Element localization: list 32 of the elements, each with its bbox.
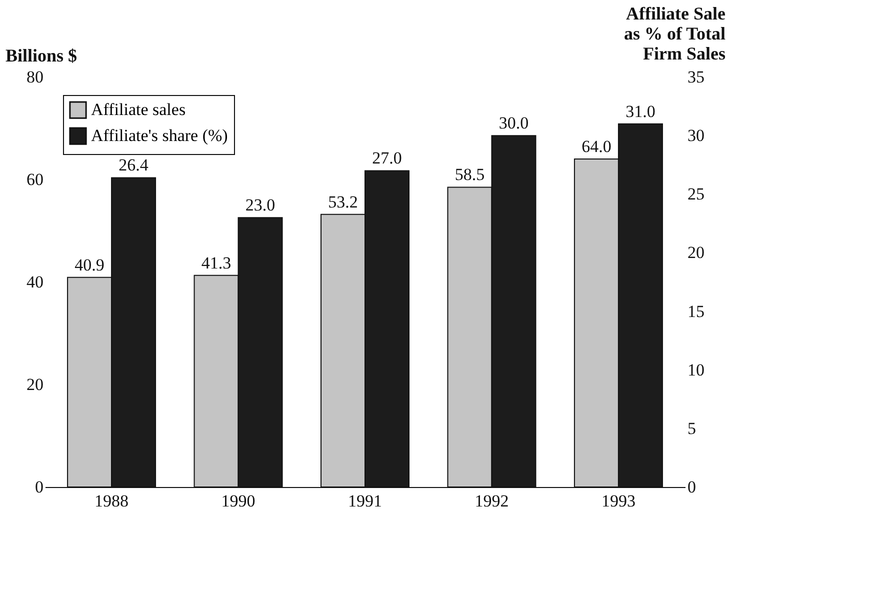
data-label: 41.3: [201, 253, 232, 272]
data-label: 31.0: [626, 102, 656, 121]
x-tick-label: 1993: [601, 492, 636, 510]
y2-tick-label: 15: [688, 302, 704, 321]
x-tick-label: 1991: [348, 492, 382, 510]
y2-tick-label: 20: [688, 243, 704, 262]
x-tick-label: 1992: [474, 492, 509, 510]
y-tick-label: 20: [26, 375, 44, 394]
y-tick-label: 60: [26, 170, 44, 189]
legend-label: Affiliate sales: [91, 100, 186, 119]
y2-tick-label: 30: [688, 126, 704, 146]
y2-axis-title: Affiliate Sale as % of Total Firm Sales: [624, 4, 726, 64]
data-label: 40.9: [74, 255, 104, 274]
data-label: 23.0: [245, 196, 276, 215]
y2-tick-label: 25: [688, 184, 704, 204]
data-label: 53.2: [328, 192, 358, 212]
y2-tick-label: 5: [688, 418, 696, 438]
y-axis-title: Billions $: [6, 46, 78, 66]
y-tick-label: 80: [26, 68, 44, 86]
y-tick-label: 40: [26, 272, 44, 292]
data-label: 27.0: [372, 148, 402, 168]
x-tick-label: 1990: [221, 492, 256, 510]
x-tick-label: 1988: [94, 492, 129, 510]
legend-label: Affiliate's share (%): [91, 126, 228, 145]
y2-tick-label: 10: [688, 360, 704, 380]
data-label: 26.4: [118, 156, 149, 175]
data-label: 58.5: [454, 165, 485, 184]
data-label: 64.0: [582, 137, 612, 156]
data-label: 30.0: [498, 114, 529, 133]
y-tick-label: 0: [35, 478, 44, 496]
y2-tick-label: 35: [688, 68, 704, 86]
y2-tick-label: 0: [688, 478, 696, 496]
